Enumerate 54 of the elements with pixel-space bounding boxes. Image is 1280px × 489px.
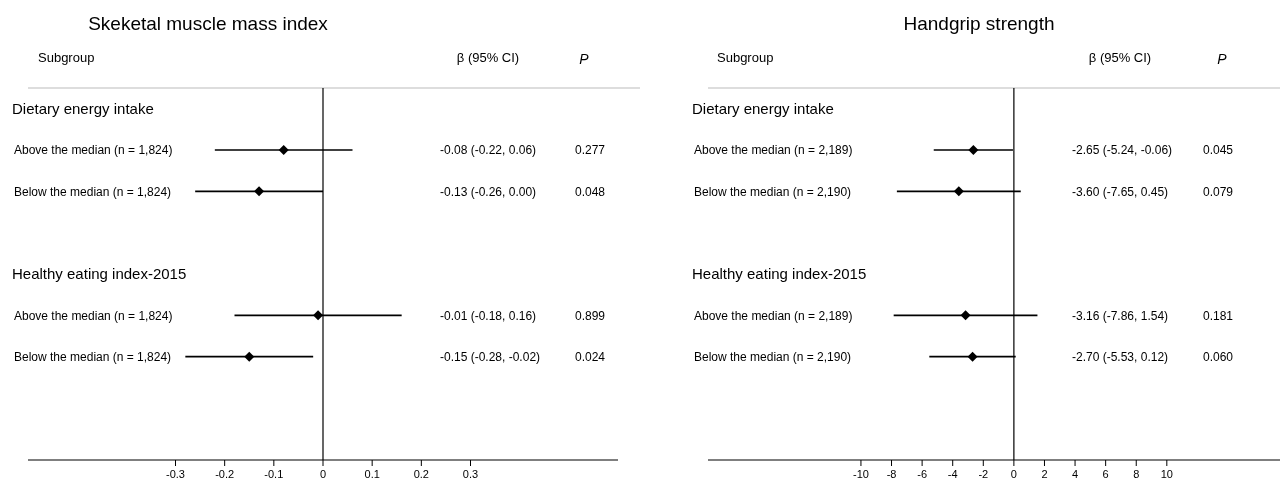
x-tick-label: -0.2 — [215, 468, 235, 480]
annotation: 0.079 — [1202, 184, 1234, 199]
x-tick-label: 0 — [1010, 468, 1017, 480]
annotation: -0.01 (-0.18, 0.16) — [440, 308, 537, 323]
annotation: 0.045 — [1202, 143, 1234, 158]
annotation: -3.16 (-7.86, 1.54) — [1072, 308, 1169, 323]
x-tick-label: 0.2 — [413, 468, 429, 480]
y-tick-label: Above the median (n = 2,189) — [694, 308, 853, 323]
annotation: -2.70 (-5.53, 0.12) — [1072, 349, 1169, 364]
annotation: -2.65 (-5.24, -0.06) — [1072, 143, 1173, 158]
y-tick-label: Below the median (n = 1,824) — [14, 184, 172, 199]
y-tick-label: Dietary energy intake — [692, 99, 834, 117]
text: P — [1217, 51, 1228, 67]
y-tick-label: Dietary energy intake — [12, 99, 154, 117]
annotation: 0.181 — [1202, 308, 1234, 323]
x-tick-label: 6 — [1102, 468, 1109, 480]
x-tick-label: -0.3 — [166, 468, 185, 480]
annotation: 0.899 — [574, 308, 606, 323]
x-tick-label: -6 — [917, 468, 928, 480]
y-tick-label: Below the median (n = 2,190) — [694, 349, 852, 364]
chart-title: Handgrip strength — [903, 13, 1055, 34]
x-tick-label: -2 — [978, 468, 989, 480]
annotation: -0.15 (-0.28, -0.02) — [440, 349, 541, 364]
text: β (95% CI) — [1088, 50, 1152, 65]
y-tick-label: Below the median (n = 2,190) — [694, 184, 852, 199]
x-tick-label: -4 — [947, 468, 958, 480]
annotation: -0.13 (-0.26, 0.00) — [440, 184, 537, 199]
annotation: 0.277 — [574, 143, 606, 158]
annotation: 0.024 — [574, 349, 606, 364]
annotation: -3.60 (-7.65, 0.45) — [1072, 184, 1169, 199]
y-tick-label: Healthy eating index-2015 — [12, 265, 187, 283]
y-tick-label: Above the median (n = 1,824) — [14, 143, 173, 158]
x-tick-label: -8 — [886, 468, 897, 480]
annotation: 0.060 — [1202, 349, 1234, 364]
x-tick-label: -0.1 — [264, 468, 284, 480]
annotation: 0.048 — [574, 184, 606, 199]
y-tick-label: Above the median (n = 2,189) — [694, 143, 853, 158]
text: β (95% CI) — [456, 50, 520, 65]
x-tick-label: 0.3 — [462, 468, 479, 480]
y-axis-title: Subgroup — [717, 50, 774, 65]
x-tick-label: 0.1 — [364, 468, 380, 480]
y-axis-title: Subgroup — [38, 50, 95, 65]
y-tick-label: Below the median (n = 1,824) — [14, 349, 172, 364]
x-tick-label: 4 — [1072, 468, 1079, 480]
y-tick-label: Healthy eating index-2015 — [692, 265, 867, 283]
x-tick-label: 10 — [1160, 468, 1173, 480]
text: P — [579, 51, 590, 67]
x-tick-label: 0 — [319, 468, 327, 480]
annotation: -0.08 (-0.22, 0.06) — [440, 143, 537, 158]
x-tick-label: -10 — [852, 468, 869, 480]
x-tick-label: 2 — [1041, 468, 1048, 480]
y-tick-label: Above the median (n = 1,824) — [14, 308, 173, 323]
chart-title: Skeketal muscle mass index — [88, 13, 329, 34]
x-tick-label: 8 — [1133, 468, 1140, 480]
